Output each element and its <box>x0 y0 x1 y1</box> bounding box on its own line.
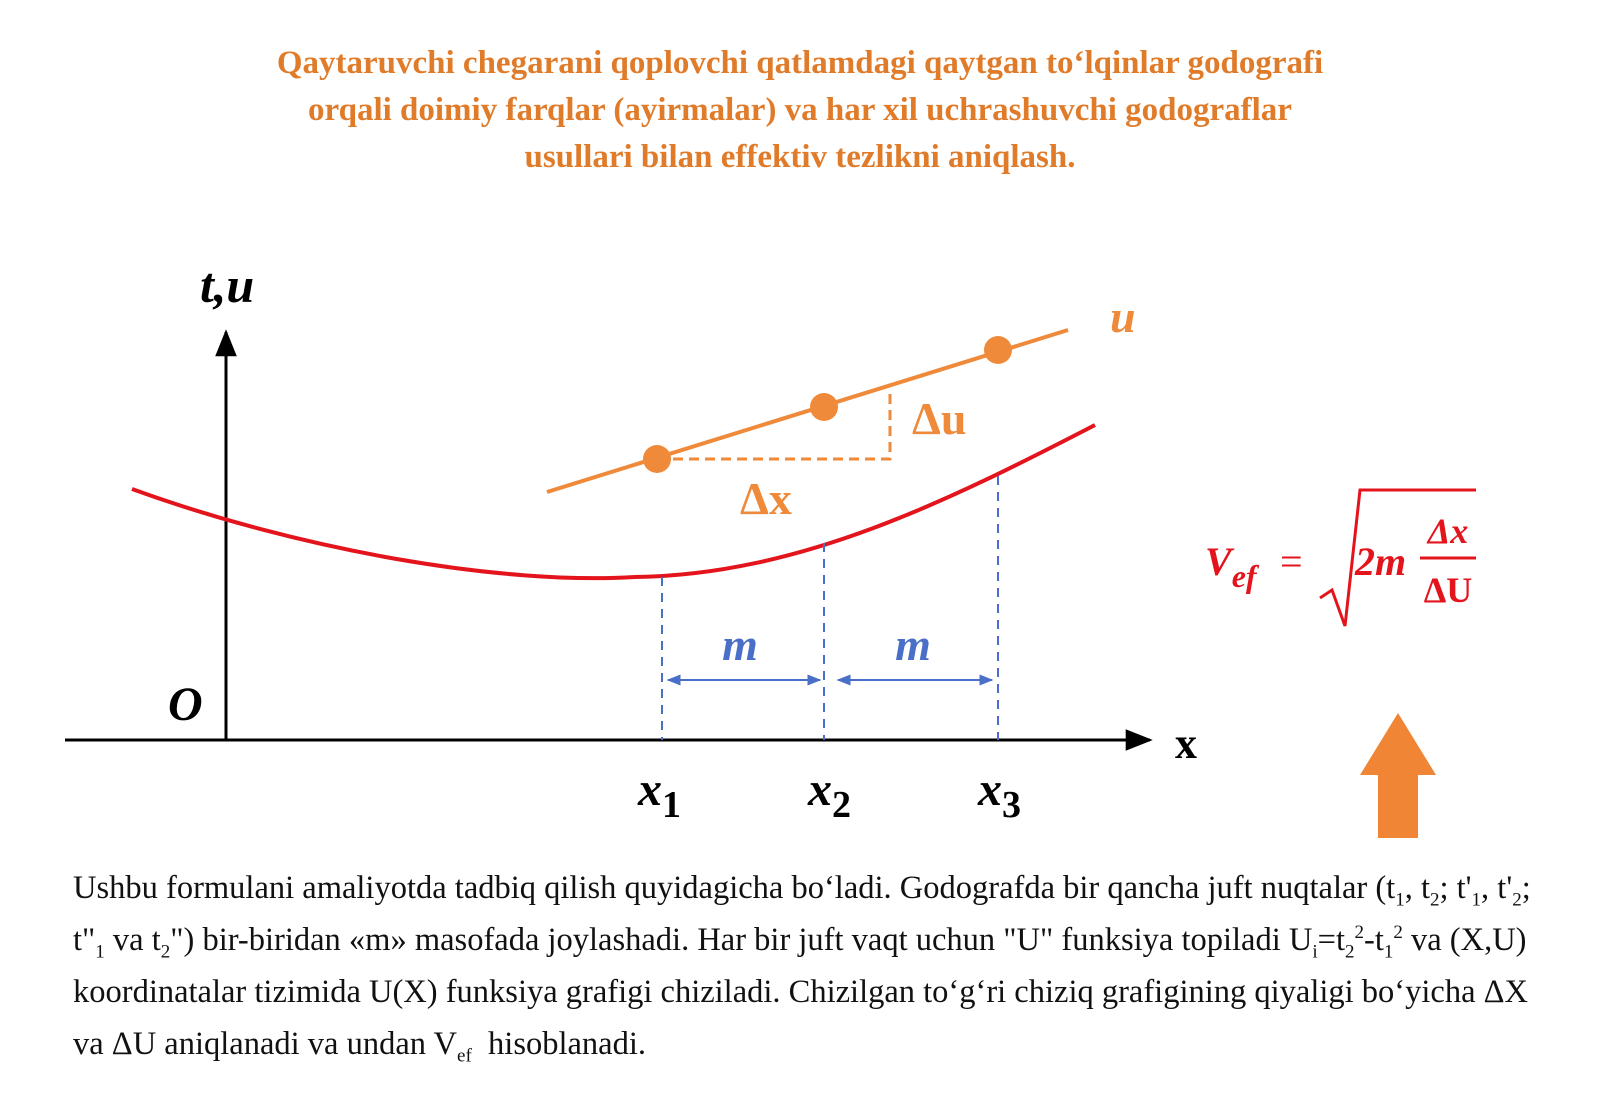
text-run: va t <box>104 922 161 958</box>
spacing-label: m <box>895 619 931 670</box>
sqrt-sign <box>1319 488 1476 627</box>
x-point-label: x3 <box>977 763 1021 826</box>
formula-factor: 2m <box>1354 539 1406 584</box>
subscript: i <box>1312 941 1318 963</box>
delta-x-label: Δx <box>740 473 792 524</box>
x-point-sub: 2 <box>832 784 851 826</box>
paragraph: Ushbu formulani amaliyotda tadbiq qilish… <box>73 862 1553 1070</box>
text-run: , t' <box>1481 870 1513 906</box>
x-point-base: x <box>977 763 1002 816</box>
subscript: 1 <box>1395 889 1405 911</box>
hodograph-curve <box>131 423 1096 581</box>
title-line: orqali doimiy farqlar (ayirmalar) va har… <box>308 92 1292 128</box>
formula-denominator: ΔU <box>1424 570 1473 610</box>
u-line-label: u <box>1110 291 1136 342</box>
formula-numerator: Δx <box>1426 511 1469 551</box>
text-run: Ushbu formulani amaliyotda tadbiq qilish… <box>73 870 1396 906</box>
x-point-base: x <box>807 763 832 816</box>
u-line <box>546 328 1069 494</box>
spacing-label: m <box>722 619 758 670</box>
superscript: 2 <box>1354 922 1365 944</box>
title: Qaytaruvchi chegarani qoplovchi qatlamda… <box>0 40 1600 181</box>
x-point-sub: 1 <box>662 784 681 826</box>
formula-v-sub: ef <box>1232 558 1260 594</box>
subscript: 1 <box>1471 889 1482 911</box>
subscript: 1 <box>95 941 105 963</box>
y-axis-label: t,u <box>200 257 254 313</box>
subscript: 2 <box>1430 889 1440 911</box>
x-point-sub: 3 <box>1002 784 1021 826</box>
title-line: usullari bilan effektiv tezlikni aniqlas… <box>524 139 1076 175</box>
text-run: ; t" <box>73 870 1539 958</box>
diagram: t,u O x m m x1 x2 x3 u Δu Δx Vef = 2m Δx… <box>65 257 1476 838</box>
subscript: 2 <box>1512 889 1522 911</box>
x-point-label: x1 <box>637 763 681 826</box>
x-axis-label: x <box>1175 719 1197 768</box>
x-point-base: x <box>637 763 662 816</box>
u-point <box>984 336 1012 364</box>
formula-lhs: Vef <box>1205 539 1260 594</box>
formula-equals: = <box>1280 539 1303 584</box>
subscript: 2 <box>1345 941 1355 963</box>
text-run: va (X,U) koordinatalar tizimida U(X) fun… <box>73 922 1537 1062</box>
superscript: 2 <box>1393 922 1403 944</box>
subscript: ef <box>457 1045 472 1067</box>
text-run: , t <box>1404 870 1430 906</box>
origin-label: O <box>168 678 203 731</box>
text-run: =t <box>1317 922 1345 958</box>
subscript: 2 <box>160 941 171 963</box>
title-line: Qaytaruvchi chegarani qoplovchi qatlamda… <box>276 45 1324 81</box>
u-point <box>810 393 838 421</box>
u-point <box>643 445 671 473</box>
text-run: ") bir-biridan «m» masofada joylashadi. … <box>170 922 1313 958</box>
delta-u-label: Δu <box>912 393 966 444</box>
text-run: hisoblanadi. <box>471 1026 647 1062</box>
subscript: 1 <box>1383 941 1394 963</box>
formula-v: V <box>1205 539 1235 584</box>
slope-triangle <box>657 392 892 461</box>
x-point-label: x2 <box>807 763 851 826</box>
text-run: -t <box>1364 922 1384 958</box>
up-arrow <box>1360 713 1436 838</box>
text-run: ; t' <box>1439 870 1472 906</box>
